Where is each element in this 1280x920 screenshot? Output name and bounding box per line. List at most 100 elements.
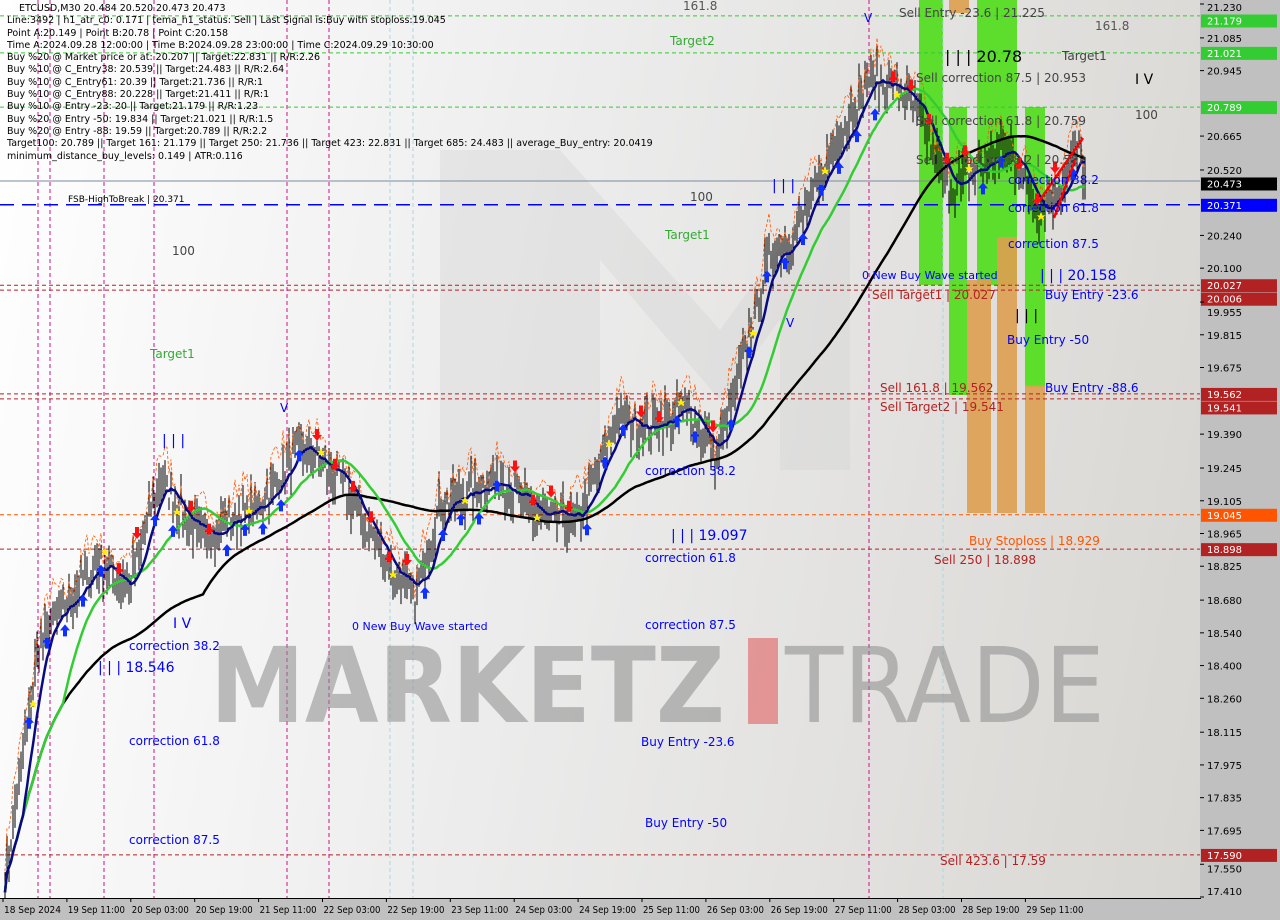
price-tick-label: 18.260 xyxy=(1207,694,1242,705)
sell-arrow-icon xyxy=(186,500,196,513)
info-line: Buy %10 @ C_Entry61: 20.39 || Target:21.… xyxy=(7,76,264,88)
sell-arrow-icon xyxy=(654,411,664,424)
sell-arrow-icon xyxy=(204,523,214,536)
buy-arrow-icon xyxy=(582,523,592,536)
sell-arrow-icon xyxy=(1014,157,1024,170)
annotation: Buy Entry -23.6 xyxy=(1045,288,1139,302)
buy-arrow-icon xyxy=(150,514,160,527)
sell-arrow-icon xyxy=(564,500,574,513)
time-tick-label: 28 Sep 03:00 xyxy=(899,905,956,916)
star-icon xyxy=(28,699,38,708)
time-tick-label: 27 Sep 11:00 xyxy=(835,905,892,916)
star-icon xyxy=(604,439,614,448)
price-tick-label: 19.390 xyxy=(1207,430,1242,441)
price-tick-label: 18.965 xyxy=(1207,529,1242,540)
star-icon xyxy=(964,164,974,173)
price-tick-label: 17.975 xyxy=(1207,761,1242,772)
price-tick-label: 21.230 xyxy=(1207,3,1242,14)
star-icon xyxy=(532,513,542,522)
annotation: Sell 161.8 | 19.562 xyxy=(880,381,994,395)
annotation: Buy Entry -50 xyxy=(1007,333,1089,347)
price-level-tag xyxy=(1201,46,1277,60)
info-line: Target100: 20.789 || Target 161: 21.179 … xyxy=(7,138,653,150)
buy-arrow-icon xyxy=(672,415,682,428)
price-tick-label: 19.105 xyxy=(1207,497,1242,508)
annotation: Sell correction 87.5 | 20.953 xyxy=(916,71,1086,85)
sell-arrow-icon xyxy=(888,71,898,84)
sell-arrow-icon xyxy=(708,420,718,433)
time-tick-label: 18 Sep 2024 xyxy=(4,905,61,916)
buy-arrow-icon xyxy=(438,529,448,542)
sell-arrow-icon xyxy=(528,494,538,507)
buy-arrow-icon xyxy=(780,257,790,270)
buy-arrow-icon xyxy=(492,479,502,492)
buy-arrow-icon xyxy=(24,716,34,729)
annotation: 0 New Buy Wave started xyxy=(862,269,998,282)
annotation: 100 xyxy=(1135,108,1158,122)
buy-arrow-icon xyxy=(96,564,106,577)
annotation: | | | 20.78 xyxy=(945,47,1022,66)
price-level-tag xyxy=(1201,198,1277,212)
buy-arrow-icon xyxy=(168,524,178,537)
info-line: Buy %10 @ C_Entry88: 20.228 || Target:21… xyxy=(7,89,270,101)
annotation: correction 38.2 xyxy=(1008,173,1099,187)
annotation: | | | 20.158 xyxy=(1040,268,1117,284)
buy-arrow-icon xyxy=(852,130,862,143)
buy-arrow-icon xyxy=(42,636,52,649)
price-tick-label: 20.665 xyxy=(1207,132,1242,143)
star-icon xyxy=(676,398,686,407)
price-level-tag-label: 17.590 xyxy=(1207,851,1242,862)
annotation: | | | xyxy=(162,433,185,449)
price-tick-label: 18.680 xyxy=(1207,596,1242,607)
buy-arrow-icon xyxy=(834,161,844,174)
price-level-tag-label: 18.898 xyxy=(1207,545,1242,556)
info-line: Time A:2024.09.28 12:00:00 | Time B:2024… xyxy=(7,39,434,51)
price-tick-label: 19.675 xyxy=(1207,364,1242,375)
annotation: 100 xyxy=(690,190,713,204)
annotation: Sell Target1 | 20.027 xyxy=(872,288,996,302)
annotation: Sell correction 61.8 | 20.759 xyxy=(916,114,1086,128)
annotation: correction 61.8 xyxy=(129,734,220,748)
annotation: correction 87.5 xyxy=(129,833,220,847)
sell-arrow-icon xyxy=(132,526,142,539)
watermark-left: MARKETZ xyxy=(210,625,725,747)
trend-line xyxy=(1038,137,1085,201)
price-tick-label: 20.100 xyxy=(1207,264,1242,275)
price-level-tag xyxy=(1201,848,1277,862)
price-level-tag xyxy=(1201,401,1277,415)
star-icon xyxy=(892,90,902,99)
price-axis[interactable]: 21.230 21.179 21.085 21.021 20.945 20.789 20.6… xyxy=(1200,0,1280,898)
annotation: correction 38.2 xyxy=(129,639,220,653)
annotation: correction 61.8 xyxy=(645,551,736,565)
annotation: I V xyxy=(173,616,192,632)
time-tick-label: 21 Sep 11:00 xyxy=(260,905,317,916)
annotation: 161.8 xyxy=(683,0,717,13)
chart-plot-area[interactable]: MARKETZ TRADE Target2 161.8 Sell Entry -… xyxy=(0,0,1201,899)
sell-arrow-icon xyxy=(312,428,322,441)
star-icon xyxy=(1036,212,1046,221)
indicator-info-panel: ETCUSD,M30 20.484 20.520 20.473 20.473 L… xyxy=(7,3,653,163)
annotation: 161.8 xyxy=(1095,19,1129,33)
time-tick-label: 20 Sep 03:00 xyxy=(132,905,189,916)
buy-arrow-icon xyxy=(798,232,808,245)
price-level-tag xyxy=(1201,508,1277,522)
annotation: Sell 250 | 18.898 xyxy=(934,553,1036,567)
annotation: | | | 18.546 xyxy=(98,660,175,676)
star-icon xyxy=(172,507,182,516)
time-tick-label: 28 Sep 19:00 xyxy=(963,905,1020,916)
annotation: V xyxy=(786,316,795,330)
orange-zone-bar xyxy=(997,237,1017,513)
price-tick-label: 18.115 xyxy=(1207,728,1242,739)
time-axis[interactable]: 18 Sep 2024 19 Sep 11:00 20 Sep 03:00 20 Se… xyxy=(0,898,1280,920)
watermark-red-bar xyxy=(748,638,778,724)
price-level-tag-label: 19.541 xyxy=(1207,403,1242,414)
annotation: correction 87.5 xyxy=(1008,237,1099,251)
sell-arrow-icon xyxy=(960,145,970,158)
annotation: Target1 xyxy=(664,228,710,242)
price-tick-label: 17.550 xyxy=(1207,864,1242,875)
buy-arrow-icon xyxy=(474,512,484,525)
fast-moving-average-line xyxy=(3,78,1086,893)
star-icon xyxy=(388,570,398,579)
annotation: | | | xyxy=(772,178,795,194)
slow-moving-average-line xyxy=(3,134,1086,893)
